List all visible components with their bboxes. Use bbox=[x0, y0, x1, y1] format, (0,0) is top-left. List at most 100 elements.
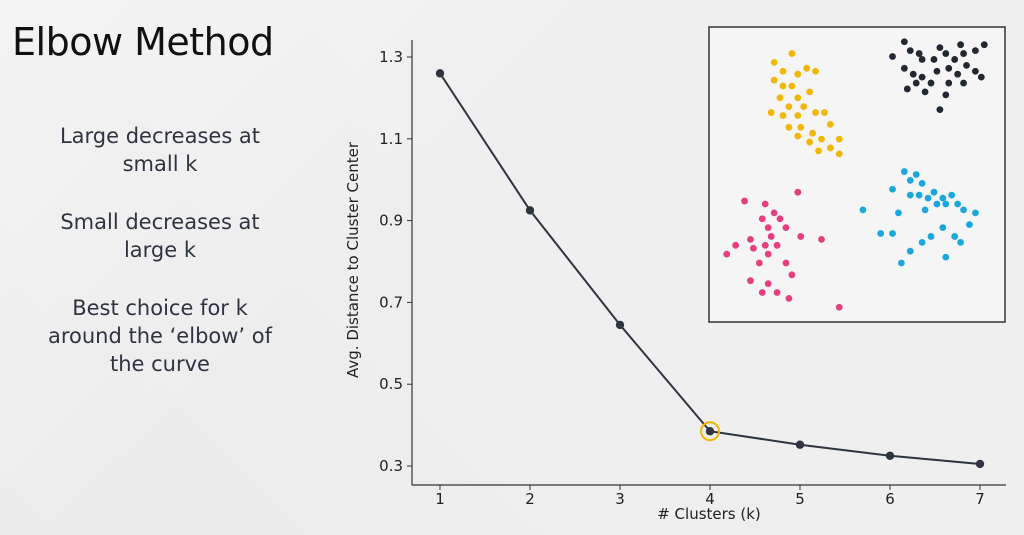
data-point-k7 bbox=[975, 459, 985, 469]
cluster-1-point bbox=[812, 67, 819, 75]
cluster-4-point bbox=[972, 209, 979, 217]
x-tick-label: 7 bbox=[975, 490, 985, 508]
cluster-3-point bbox=[773, 241, 781, 249]
cluster-1-point bbox=[788, 82, 796, 90]
cluster-4-point bbox=[895, 209, 902, 217]
cluster-2-point bbox=[906, 47, 914, 54]
cluster-4-point bbox=[906, 247, 914, 255]
cluster-2-point bbox=[977, 73, 985, 81]
cluster-2-point bbox=[900, 38, 908, 46]
cluster-2-point bbox=[927, 79, 935, 87]
cluster-1-point bbox=[803, 64, 811, 72]
cluster-3-point bbox=[764, 280, 772, 288]
y-tick-label: 0.9 bbox=[379, 212, 403, 230]
cluster-2-point bbox=[912, 79, 920, 87]
cluster-3-point bbox=[767, 233, 775, 240]
x-tick-label: 3 bbox=[615, 490, 625, 508]
y-tick-label: 0.3 bbox=[379, 457, 403, 475]
cluster-2-point bbox=[930, 56, 938, 63]
cluster-2-point bbox=[945, 64, 953, 72]
cluster-4-point bbox=[933, 200, 941, 208]
cluster-3-point bbox=[794, 188, 802, 196]
cluster-4-point bbox=[898, 259, 905, 267]
data-point-k5 bbox=[795, 440, 805, 449]
cluster-1-point bbox=[826, 120, 834, 128]
scatter-inset bbox=[708, 26, 1006, 323]
x-tick-label: 6 bbox=[885, 490, 895, 508]
cluster-2-point bbox=[980, 41, 988, 49]
cluster-2-point bbox=[936, 44, 944, 52]
cluster-1-point bbox=[785, 103, 793, 111]
cluster-4-point bbox=[927, 233, 935, 240]
cluster-1-point bbox=[779, 112, 787, 119]
cluster-4-point bbox=[906, 177, 914, 184]
cluster-2-point bbox=[960, 79, 967, 87]
cluster-4-point bbox=[930, 188, 938, 196]
bullet-1: Large decreases at small k bbox=[59, 124, 261, 176]
data-point-k4 bbox=[705, 427, 715, 436]
cluster-2-point bbox=[915, 50, 923, 57]
cluster-3-point bbox=[788, 271, 796, 279]
cluster-3-point bbox=[758, 215, 766, 223]
cluster-2-point bbox=[921, 88, 929, 96]
cluster-4-point bbox=[921, 206, 929, 214]
x-tick-label: 5 bbox=[795, 490, 805, 508]
cluster-1-point bbox=[785, 123, 793, 131]
x-tick-label: 4 bbox=[705, 490, 715, 508]
y-tick-label: 1.1 bbox=[379, 130, 403, 148]
cluster-1-point bbox=[815, 147, 822, 155]
cluster-1-point bbox=[776, 94, 784, 102]
cluster-3-point bbox=[723, 250, 731, 258]
cluster-1-point bbox=[770, 76, 778, 84]
y-tick-label: 0.7 bbox=[379, 293, 403, 311]
cluster-1-point bbox=[806, 138, 814, 146]
cluster-3-point bbox=[761, 241, 769, 249]
cluster-3-point bbox=[782, 259, 790, 267]
bullet-2: Small decreases at large k bbox=[60, 210, 260, 262]
cluster-1-point bbox=[797, 123, 805, 131]
x-tick-label: 2 bbox=[525, 490, 535, 508]
cluster-4-point bbox=[924, 194, 932, 202]
bullet-list: Large decreases at small k Small decreas… bbox=[20, 122, 300, 408]
cluster-3-point bbox=[741, 197, 748, 205]
cluster-3-point bbox=[785, 295, 793, 302]
data-point-k2 bbox=[525, 206, 535, 215]
cluster-4-point bbox=[960, 206, 967, 214]
cluster-3-point bbox=[770, 209, 778, 217]
cluster-2-point bbox=[918, 56, 926, 63]
cluster-1-point bbox=[835, 150, 843, 158]
cluster-2-point bbox=[936, 106, 944, 113]
cluster-2-point bbox=[954, 70, 962, 78]
cluster-1-point bbox=[779, 82, 787, 90]
cluster-2-point bbox=[972, 47, 979, 54]
cluster-3-point bbox=[758, 289, 766, 296]
cluster-3-point bbox=[764, 250, 772, 258]
slide-title: Elbow Method bbox=[12, 20, 274, 64]
cluster-1-point bbox=[835, 135, 843, 143]
cluster-2-point bbox=[933, 67, 941, 75]
cluster-1-point bbox=[806, 88, 814, 96]
cluster-3-point bbox=[750, 244, 757, 252]
cluster-2-point bbox=[945, 79, 953, 87]
cluster-4-point bbox=[966, 221, 973, 229]
y-axis-label: Avg. Distance to Cluster Center bbox=[344, 141, 362, 378]
inset-frame bbox=[708, 26, 1006, 323]
cluster-4-point bbox=[918, 179, 926, 187]
cluster-3-point bbox=[764, 224, 772, 232]
cluster-4-point bbox=[942, 200, 950, 208]
cluster-4-point bbox=[957, 238, 964, 246]
cluster-2-point bbox=[942, 50, 950, 57]
cluster-4-point bbox=[948, 191, 956, 199]
cluster-3-point bbox=[776, 215, 784, 223]
x-axis-label: # Clusters (k) bbox=[657, 505, 761, 523]
cluster-1-point bbox=[770, 59, 778, 66]
cluster-1-point bbox=[826, 144, 834, 152]
cluster-2-point bbox=[963, 61, 970, 69]
cluster-1-point bbox=[794, 70, 802, 78]
cluster-3-point bbox=[797, 233, 805, 240]
cluster-2-point bbox=[957, 41, 964, 49]
cluster-3-point bbox=[835, 303, 843, 311]
cluster-2-point bbox=[909, 70, 917, 78]
y-tick-label: 1.3 bbox=[379, 48, 403, 66]
elbow-highlight-ring bbox=[700, 421, 720, 442]
